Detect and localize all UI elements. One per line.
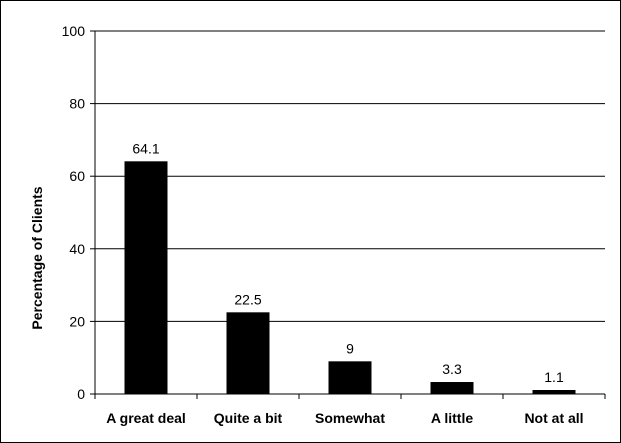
bars	[124, 161, 576, 394]
y-tick-label: 100	[62, 23, 86, 39]
data-label: 9	[346, 340, 354, 356]
x-axis: A great deal Quite a bit Somewhat A little N…	[94, 393, 606, 426]
bar	[532, 390, 576, 394]
bar	[124, 161, 168, 394]
data-label: 3.3	[442, 361, 462, 377]
y-tick-label: 0	[77, 386, 85, 402]
x-tick-label: Somewhat	[315, 410, 385, 426]
x-tick-label: A great deal	[106, 410, 186, 426]
y-tick-label: 40	[69, 241, 85, 257]
bar	[430, 382, 474, 394]
x-tick-label: Quite a bit	[214, 410, 283, 426]
bar	[226, 312, 270, 394]
y-tick-label: 20	[69, 313, 85, 329]
bar	[328, 361, 372, 394]
x-tick-label: Not at all	[524, 410, 583, 426]
y-tick-label: 60	[69, 168, 85, 184]
data-label: 22.5	[234, 291, 261, 307]
data-label: 64.1	[132, 140, 159, 156]
data-labels: 64.1 22.5 9 3.3 1.1	[132, 140, 564, 385]
y-tick-label: 80	[69, 96, 85, 112]
y-axis: 0 20 40 60 80 100	[62, 23, 96, 402]
x-tick-label: A little	[431, 410, 473, 426]
gridlines	[95, 30, 605, 322]
data-label: 1.1	[544, 369, 564, 385]
y-axis-title: Percentage of Clients	[29, 186, 45, 329]
